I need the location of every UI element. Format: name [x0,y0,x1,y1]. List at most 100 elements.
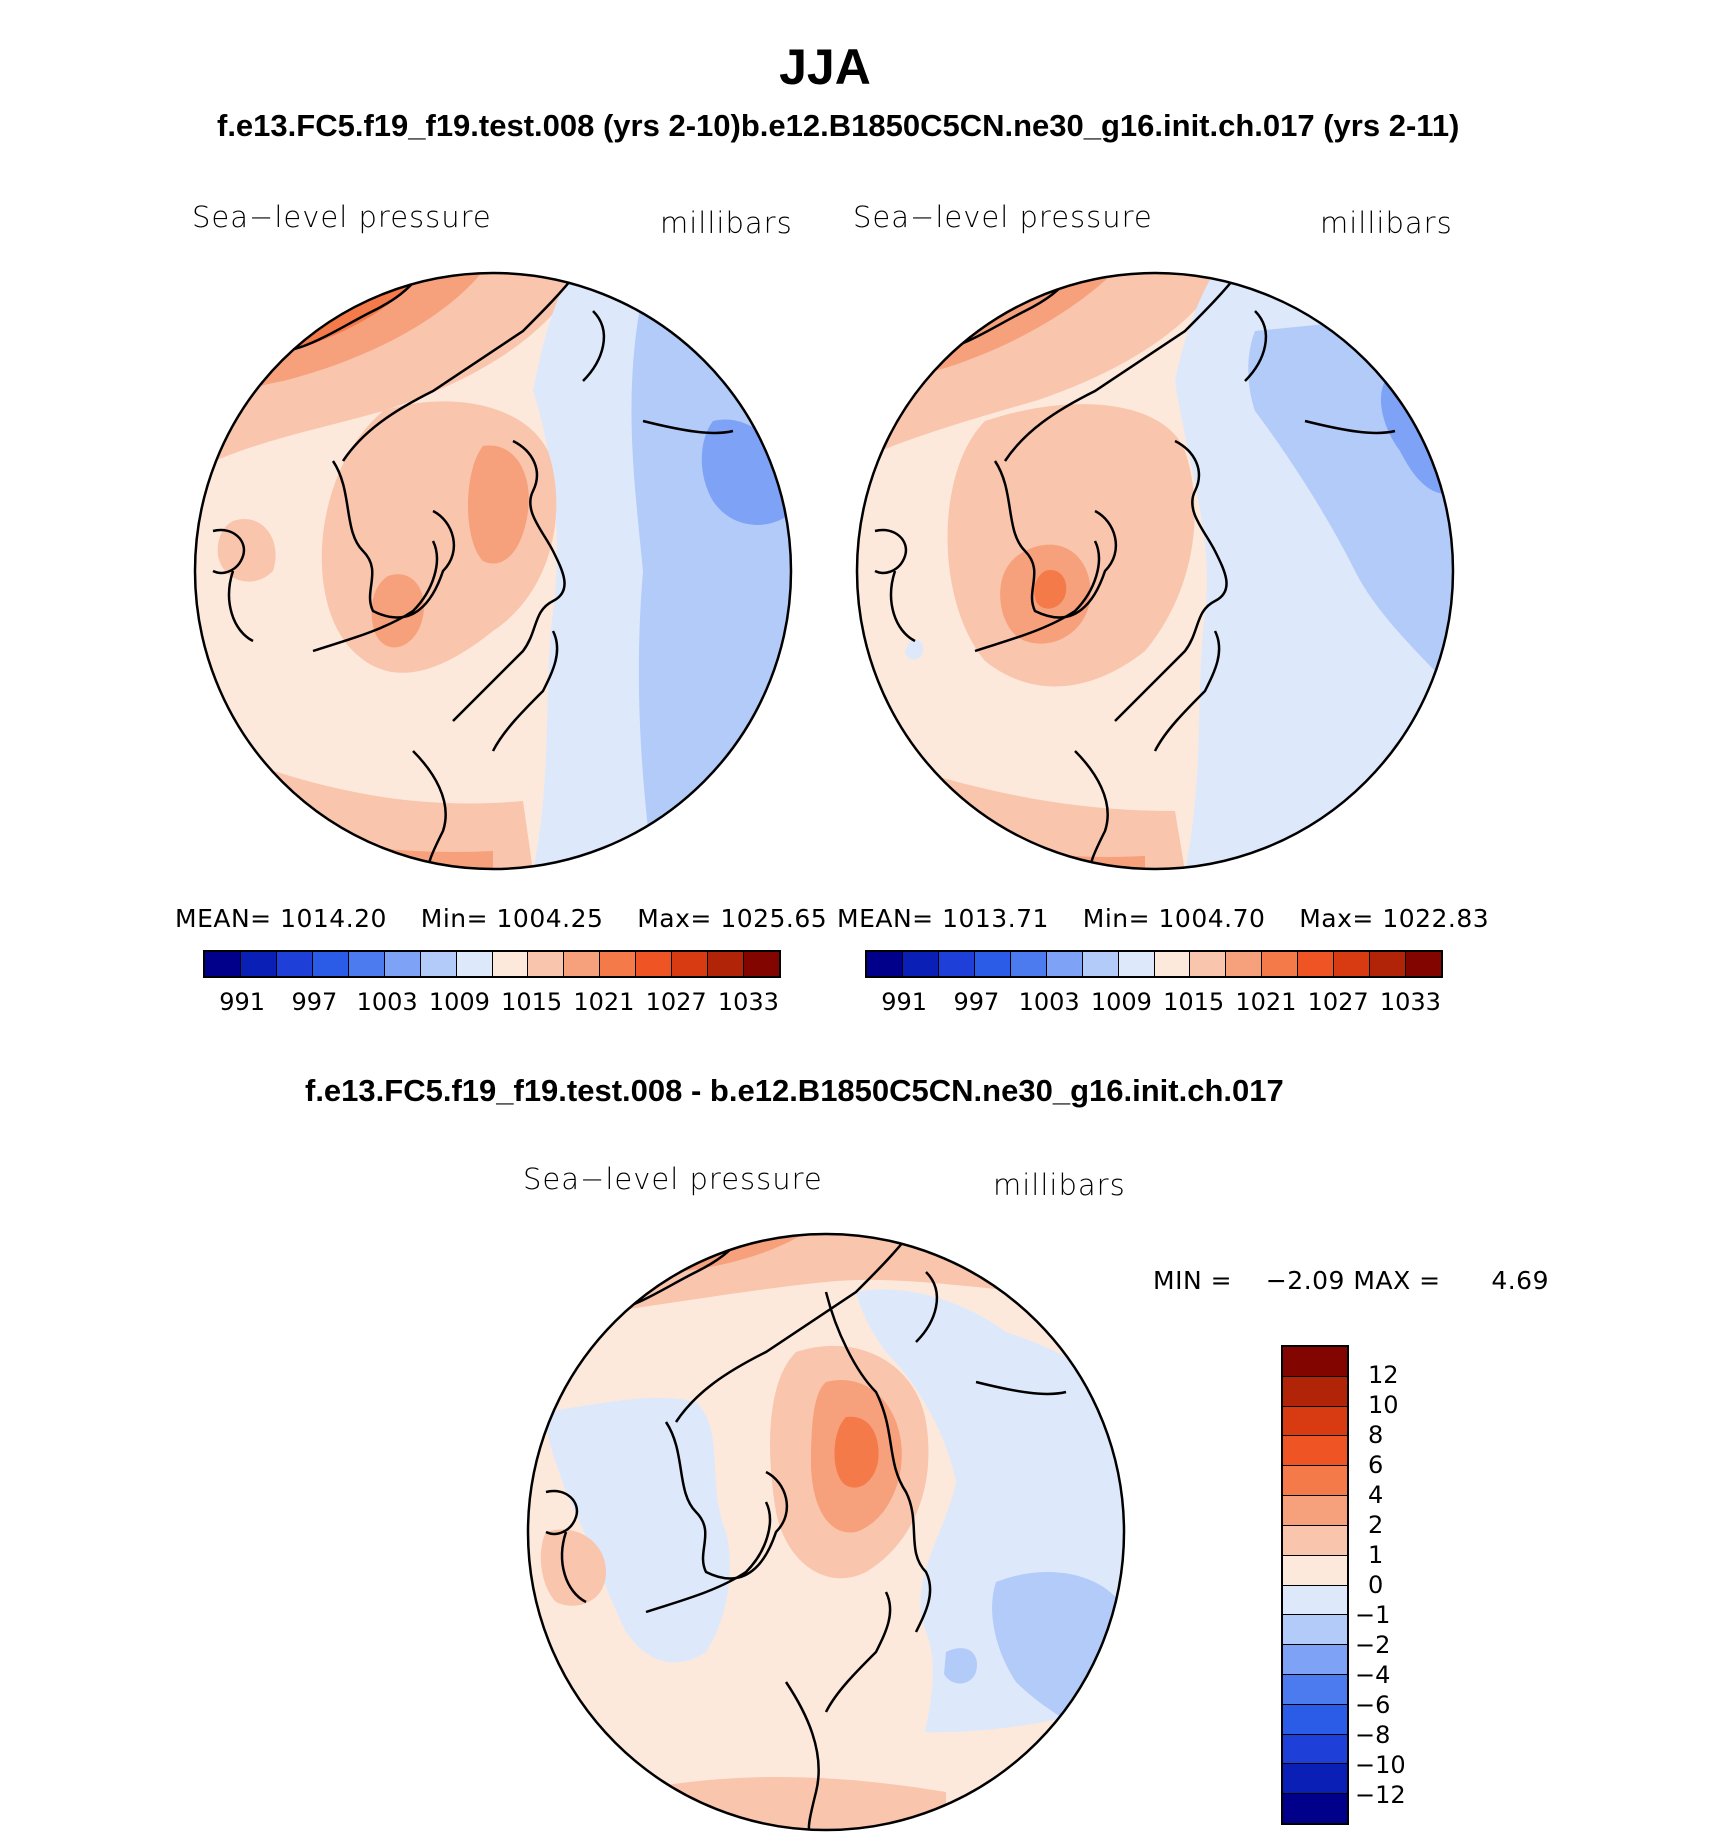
right-mean-value: 1013.71 [942,904,1049,933]
diff-colorbar-tick-label: 6 [1368,1451,1384,1479]
left-coastlines [212,273,734,869]
diff-variable-label: Sea−level pressure [523,1162,823,1196]
right-colorbar-tick-label: 1015 [1163,988,1225,1016]
diff-units-label: millibars [993,1168,1126,1202]
diff-colorbar-tick-label: −2 [1355,1631,1391,1659]
left-colorbar-tick-label: 991 [219,988,266,1016]
diff-west-salmon [540,1529,606,1606]
right-blue-speck [905,639,924,660]
diff-colorbar-tick-label: 10 [1368,1391,1399,1419]
left-colorbar [203,950,781,978]
left-colorbar-tick-label: 1027 [645,988,707,1016]
left-colorbar-tick-label: 997 [291,988,338,1016]
left-light-blue-region [631,291,791,869]
left-colorbar-swatch [312,952,349,976]
left-colorbar-tick-label: 1003 [356,988,418,1016]
right-colorbar-swatch [902,952,939,976]
left-colorbar-swatch [708,952,745,976]
diff-colorbar-swatch [1283,1794,1347,1823]
diff-colorbar-swatch [1283,1645,1347,1675]
diff-colorbar [1281,1345,1349,1825]
diff-minmax: MIN = −2.09 MAX = 4.69 [1153,1266,1549,1295]
diff-colorbar-tick-label: −8 [1355,1721,1391,1749]
right-stats: MEAN= 1013.71 Min= 1004.70 Max= 1022.83 [837,904,1489,933]
diff-colorbar-tick-label: −6 [1355,1691,1391,1719]
right-colorbar-swatch [1082,952,1119,976]
right-colorbar-tick-label: 1003 [1018,988,1080,1016]
diff-colorbar-tick-label: 2 [1368,1511,1384,1539]
diff-colorbar-swatch [1283,1406,1347,1437]
left-mean-value: 1014.20 [280,904,387,933]
diff-colorbar-tick-label: −12 [1355,1781,1406,1809]
left-center-salmon-core [468,445,529,564]
left-west-patch [217,519,276,582]
diff-colorbar-swatch [1283,1674,1347,1705]
diff-colorbar-swatch [1283,1496,1347,1526]
diff-colorbar-swatch [1283,1376,1347,1407]
right-colorbar-tick-label: 1033 [1379,988,1441,1016]
right-min-label: Min= [1082,904,1151,933]
left-polar-map [193,271,793,871]
right-max-label: Max= [1299,904,1374,933]
left-colorbar-swatch [205,952,241,976]
diff-max-label: MAX = [1353,1266,1441,1295]
right-colorbar-tick-label: 1021 [1235,988,1297,1016]
right-colorbar-tick-label: 991 [881,988,928,1016]
left-max-label: Max= [637,904,712,933]
left-colorbar-tick-label: 1009 [428,988,490,1016]
diff-colorbar-swatch [1283,1704,1347,1735]
diff-colorbar-tick-label: 8 [1368,1421,1384,1449]
diff-colorbar-swatch [1283,1615,1347,1646]
left-min-value: 1004.25 [496,904,604,933]
diff-blue-west [546,1397,730,1663]
right-colorbar-swatch [867,952,903,976]
right-colorbar-swatch [1262,952,1299,976]
left-variable-label: Sea−level pressure [192,200,492,234]
diff-colorbar-tick-label: 12 [1368,1361,1399,1389]
left-colorbar-swatch [384,952,421,976]
diff-colorbar-tick-label: −10 [1355,1751,1406,1779]
left-stats: MEAN= 1014.20 Min= 1004.25 Max= 1025.65 [175,904,827,933]
left-colorbar-swatch [492,952,529,976]
left-colorbar-swatch [240,952,277,976]
diff-colorbar-tick-label: −1 [1355,1601,1391,1629]
right-colorbar-swatch [974,952,1011,976]
diff-colorbar-swatch [1283,1764,1347,1795]
right-colorbar-tick-label: 1009 [1090,988,1152,1016]
diff-polar-map [526,1232,1126,1832]
right-colorbar [865,950,1443,978]
left-colorbar-tick-label: 1015 [501,988,563,1016]
diff-colorbar-swatch [1283,1466,1347,1497]
diff-max-value: 4.69 [1491,1266,1549,1295]
right-min-value: 1004.70 [1158,904,1266,933]
subtitle-comparison: f.e13.FC5.f19_f19.test.008 (yrs 2-10)b.e… [217,108,1460,143]
diff-colorbar-swatch [1283,1734,1347,1765]
left-colorbar-swatch [420,952,457,976]
diff-min-value: −2.09 [1265,1266,1345,1295]
left-colorbar-swatch [600,952,637,976]
right-mean-label: MEAN= [837,904,934,933]
subtitle-difference: f.e13.FC5.f19_f19.test.008 - b.e12.B1850… [305,1073,1284,1108]
right-colorbar-swatch [1226,952,1263,976]
left-colorbar-swatch [744,952,779,976]
right-colorbar-swatch [1010,952,1047,976]
right-colorbar-swatch [1406,952,1441,976]
left-colorbar-swatch [564,952,601,976]
left-mean-label: MEAN= [175,904,272,933]
diff-colorbar-ticks: 12 10 8 6 4 2 1 0 −1 −2 −4 −6 −8 −10 −12 [1355,1345,1460,1825]
page-title: JJA [779,39,871,95]
diff-light-blue-speck [944,1648,977,1684]
right-greenland-orange [1034,570,1067,609]
right-colorbar-swatch [1046,952,1083,976]
right-colorbar-swatch [1154,952,1191,976]
diff-colorbar-tick-label: 0 [1368,1571,1384,1599]
diff-center-deep [834,1416,879,1488]
left-colorbar-tick-label: 1033 [717,988,779,1016]
left-min-label: Min= [420,904,489,933]
right-coastlines [874,273,1396,869]
diff-colorbar-swatch [1283,1347,1347,1377]
diff-lower-salmon [626,1777,946,1830]
right-colorbar-swatch [1334,952,1371,976]
right-max-value: 1022.83 [1382,904,1490,933]
right-map-border [855,271,1455,871]
